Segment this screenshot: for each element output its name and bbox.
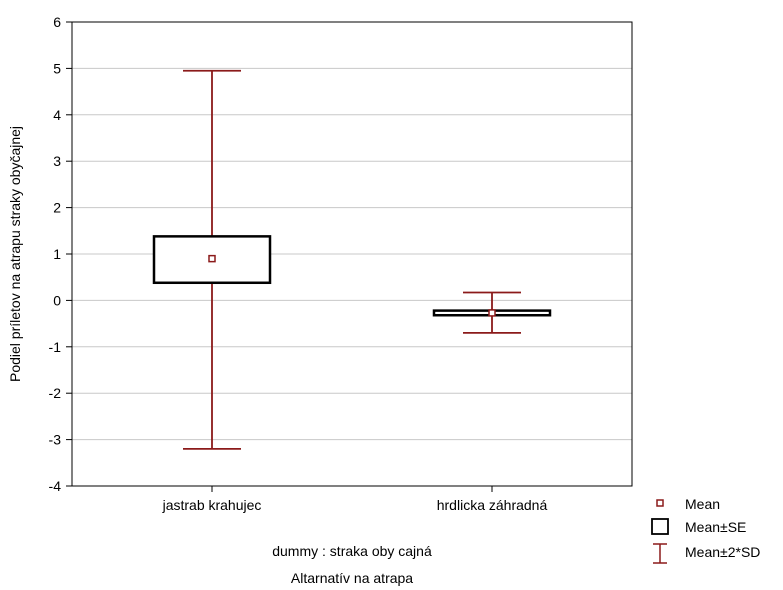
legend-sd-whisker-marker bbox=[653, 543, 667, 564]
legend-mean-marker bbox=[656, 499, 664, 507]
x-tick-label: jastrab krahujec bbox=[162, 497, 262, 513]
y-tick-label: -3 bbox=[49, 432, 62, 448]
y-axis-ticks: -4 -3 -2 -1 0 1 2 3 4 5 6 bbox=[49, 14, 72, 494]
box-group bbox=[432, 291, 552, 334]
legend-mean-label: Mean bbox=[685, 496, 720, 512]
y-tick-label: 1 bbox=[53, 246, 61, 262]
y-tick-label: -2 bbox=[49, 385, 62, 401]
x-axis-label: Altarnatív na atrapa bbox=[291, 570, 413, 586]
y-tick-label: -4 bbox=[49, 478, 62, 494]
box-group bbox=[152, 69, 272, 450]
y-tick-label: 5 bbox=[53, 60, 61, 76]
mean-marker bbox=[208, 254, 216, 263]
y-tick-label: 0 bbox=[53, 292, 61, 308]
legend-se-box-marker bbox=[651, 518, 669, 535]
legend-se-label: Mean±SE bbox=[685, 519, 746, 535]
y-tick-label: -1 bbox=[49, 339, 62, 355]
x-tick-label: hrdlicka záhradná bbox=[437, 497, 548, 513]
y-axis-label: Podiel príletov na atrapu straky obyčajn… bbox=[7, 126, 23, 382]
y-tick-label: 3 bbox=[53, 153, 61, 169]
y-tick-label: 4 bbox=[53, 107, 61, 123]
y-tick-label: 2 bbox=[53, 200, 61, 216]
legend: Mean Mean±SE Mean±2*SD bbox=[651, 496, 760, 564]
legend-sd-label: Mean±2*SD bbox=[685, 544, 760, 560]
dummy-subtitle: dummy : straka oby cajná bbox=[272, 543, 432, 559]
box-plot-series bbox=[152, 69, 552, 450]
mean-marker bbox=[488, 309, 496, 317]
y-tick-label: 6 bbox=[53, 14, 61, 30]
x-axis-ticks: jastrab krahujec hrdlicka záhradná bbox=[162, 486, 548, 513]
